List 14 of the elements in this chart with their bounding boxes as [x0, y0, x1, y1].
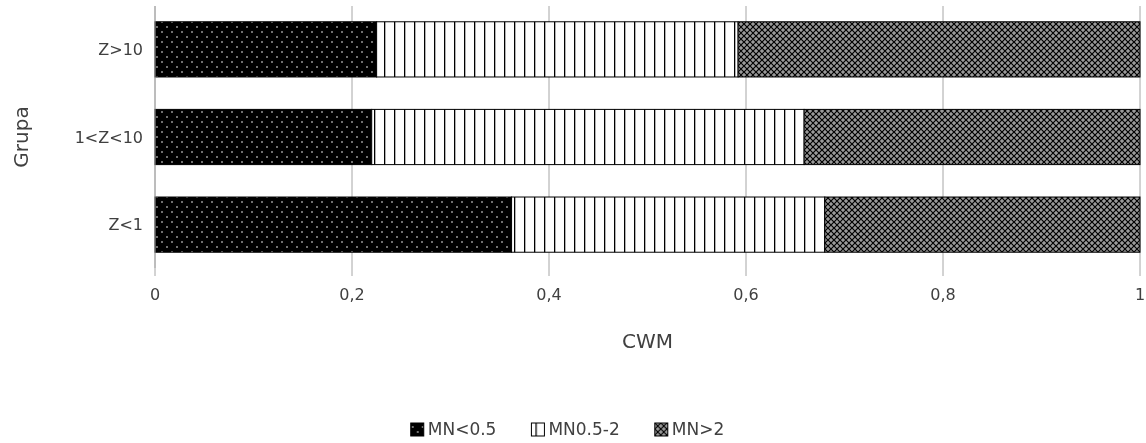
legend-label: MN0.5-2 — [548, 419, 620, 439]
y-axis-title: Grupa — [9, 106, 33, 168]
x-tick-label: 0,6 — [733, 285, 759, 304]
x-tick-label: 0 — [149, 285, 161, 304]
legend-label: MN<0.5 — [427, 419, 497, 439]
legend-label: MN>2 — [671, 419, 725, 439]
y-tick-label: 1<Z<10 — [74, 127, 143, 147]
y-tick-label: Z<1 — [108, 215, 143, 235]
x-axis-title: CWM — [622, 329, 673, 353]
x-tick-label: 0,2 — [339, 285, 365, 304]
x-tick-label: 0,4 — [536, 285, 562, 304]
x-tick-label: 0,8 — [930, 285, 956, 304]
y-tick-label: Z>10 — [98, 39, 143, 59]
x-tick-label: 1 — [1134, 285, 1146, 304]
